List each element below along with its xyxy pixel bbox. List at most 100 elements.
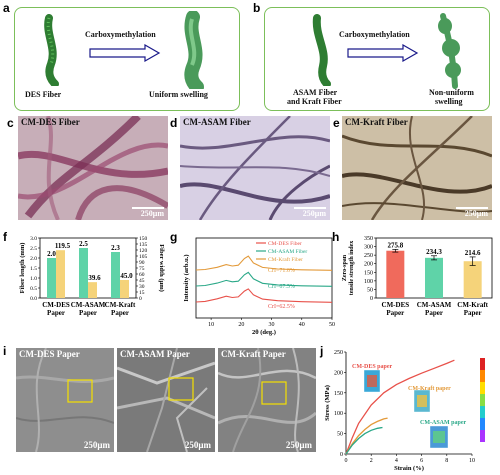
y-tick-label: 250 (364, 253, 373, 259)
micrograph-cm-asam-fiber: CM-ASAM Fiber 250μm (180, 116, 330, 220)
x-tick-label: 50 (329, 322, 335, 328)
panel-label-b: b (253, 1, 261, 15)
y2-tick-label: 90 (139, 260, 145, 266)
category-label: Paper (425, 309, 443, 317)
y-tick-label: 50 (337, 432, 343, 438)
y-tick-label: 3.0 (30, 236, 37, 242)
plot-frame (195, 237, 333, 319)
y-tick-label: 2.0 (30, 256, 37, 262)
legend-entry: CM-DES Fiber (268, 241, 302, 247)
y-tick-label: 1.5 (30, 266, 37, 272)
category-label: Paper (47, 309, 65, 317)
strain-map-hotspot (433, 431, 445, 443)
micrograph-title: CM-ASAM Fiber (183, 117, 251, 127)
panel-label-c: c (7, 116, 14, 130)
crystallinity-label: CrI=62.5% (268, 304, 295, 310)
y2-tick-label: 30 (139, 284, 145, 290)
category-label: CM-ASAM (417, 301, 452, 309)
panel-label-e: e (333, 116, 340, 130)
y-axis-label: tensile strength index (349, 241, 355, 296)
data-label: 2.5 (79, 240, 88, 248)
sem-title: CM-ASAM Paper (120, 349, 190, 359)
nonuniform-caption: Non-uniform (429, 88, 474, 97)
sem-title: CM-Kraft Paper (221, 349, 286, 359)
micrograph-title: CM-Kraft Fiber (345, 117, 408, 127)
y-tick-label: 1.0 (30, 276, 37, 282)
right-arrow-icon (347, 44, 419, 62)
x-tick-label: 10 (208, 322, 214, 328)
scale-label: 250μm (285, 440, 312, 450)
arrow-label-a: Carboxymethylation (85, 30, 156, 39)
scale-label: 250μm (302, 209, 326, 218)
chart-fiber-dimensions: 0.0 0.5 1.0 1.5 2.0 2.5 3.0 0153045607590105120… (19, 236, 165, 317)
schematic-b: Carboxymethylation ASAM Fiber and Kraft … (264, 7, 490, 111)
y-tick-label: 0.0 (30, 296, 37, 302)
data-label: 234.3 (426, 248, 442, 256)
chart-xrd: 10 20 30 40 50 2θ (deg.) Intensity (arb.u.) CrI… (183, 237, 335, 336)
y-tick-label: 200 (364, 262, 373, 268)
des-fiber-caption: DES Fiber (25, 90, 62, 99)
y-tick-label: 350 (364, 236, 373, 242)
x-tick-label: 40 (299, 322, 305, 328)
right-arrow-icon (89, 44, 161, 62)
colorbar-segment (480, 358, 485, 370)
des-fiber-icon (44, 14, 59, 86)
swelling-caption: swelling (435, 97, 463, 106)
y-tick-label: 300 (364, 245, 373, 251)
sem-cm-kraft-paper: CM-Kraft Paper 250μm (218, 348, 316, 452)
bar-fiber-length (47, 258, 56, 298)
scale-label: 250μm (184, 440, 211, 450)
bar (386, 250, 405, 298)
bar-fiber-width (120, 280, 129, 298)
y2-tick-label: 45 (139, 278, 145, 284)
x-tick-label: 2 (370, 458, 373, 464)
y2-tick-label: 15 (139, 290, 145, 296)
y-tick-label: 100 (334, 411, 343, 417)
panel-label-i: i (3, 344, 7, 358)
bar (463, 261, 482, 298)
y-axis-label: Fiber length (mm) (19, 243, 26, 294)
sem-title: CM-DES Paper (19, 349, 80, 359)
stress-strain-line (345, 359, 455, 455)
scale-label: 250μm (464, 209, 488, 218)
x-tick-label: 30 (269, 322, 275, 328)
bar-fiber-length (79, 248, 88, 298)
crystallinity-label: CrI=67.5% (268, 284, 295, 290)
data-label: 2.3 (111, 244, 120, 252)
scale-label: 250μm (83, 440, 110, 450)
arrow-label-b: Carboxymethylation (339, 30, 410, 39)
legend-entry: CM-Kraft Fiber (268, 256, 303, 263)
x-tick-label: 20 (238, 322, 244, 328)
kraft-fiber-caption: and Kraft Fiber (287, 97, 342, 106)
swollen-fiber-icon (184, 11, 204, 89)
category-label: Paper (464, 309, 482, 317)
y2-tick-label: 0 (139, 296, 142, 302)
scale-bar (132, 207, 164, 209)
scale-bar (456, 207, 488, 209)
y-tick-label: 50 (367, 287, 373, 293)
sem-cm-des-paper: CM-DES Paper 250μm (16, 348, 114, 452)
crystallinity-label: CrI=71.6% (268, 268, 295, 274)
xrd-line (195, 255, 333, 271)
y2-tick-label: 105 (139, 254, 148, 260)
y-tick-label: 0 (370, 296, 373, 302)
bar-fiber-width (88, 282, 97, 298)
category-label: Paper (386, 309, 404, 317)
x-tick-label: 6 (420, 458, 423, 464)
category-label: CM-Kraft (457, 301, 488, 309)
category-label: CM-DES (42, 301, 70, 309)
y-tick-label: 250 (334, 350, 343, 356)
y2-tick-label: 135 (139, 242, 148, 248)
scale-label: 250μm (140, 209, 164, 218)
y-axis-label: Zero-span (342, 254, 348, 281)
data-label: 275.8 (387, 241, 403, 249)
chart-zero-span-strength: 0 50 100 150 200 250 300 350 Zero-span tensile st… (342, 236, 493, 317)
data-label: 214.6 (465, 249, 481, 257)
data-label: 2.0 (47, 250, 56, 258)
y-tick-label: 2.5 (30, 246, 37, 252)
y2-tick-label: 75 (139, 266, 145, 272)
micrograph-title: CM-DES Fiber (21, 117, 80, 127)
y-tick-label: 0 (340, 452, 343, 458)
bar-fiber-width (56, 250, 65, 298)
data-label: 45.0 (120, 272, 133, 280)
